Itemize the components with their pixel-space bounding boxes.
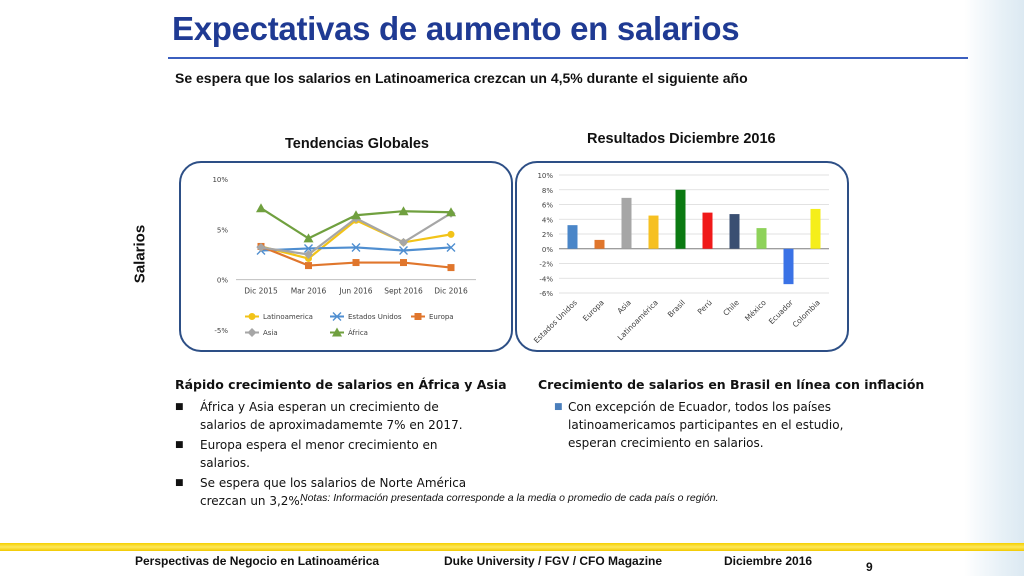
- bar: [621, 197, 632, 249]
- y-tick-label: 10%: [212, 176, 228, 184]
- footer-center-text: Duke University / FGV / CFO Magazine: [444, 554, 663, 568]
- data-point-marker: [304, 250, 313, 259]
- salarios-side-label: Salarios: [131, 224, 149, 284]
- left-bullet-item: ■ África y Asia esperan un crecimiento de…: [174, 398, 484, 434]
- y-tick-label: 4%: [542, 216, 553, 224]
- x-tick-label: Asia: [615, 298, 632, 315]
- footer-date: Diciembre 2016: [724, 554, 813, 568]
- left-section-heading: Rápido crecimiento de salarios en África…: [175, 377, 507, 392]
- square-bullet-icon: ■: [175, 402, 184, 412]
- data-point-marker: [446, 242, 456, 252]
- right-bullet-item: ■ Con excepción de Ecuador, todos los paí…: [542, 398, 887, 452]
- data-point-marker: [446, 207, 456, 217]
- right-section-heading: Crecimiento de salarios en Brasil en lín…: [538, 377, 925, 392]
- footer-divider: [0, 543, 1024, 551]
- x-tick-label: Europa: [581, 298, 606, 323]
- y-tick-label: -5%: [214, 327, 228, 335]
- x-tick-label: Sept 2016: [384, 287, 423, 296]
- slide-side-gradient: [964, 0, 1024, 576]
- data-point-marker: [351, 242, 361, 252]
- data-point-marker: [398, 206, 409, 216]
- x-tick-label: Mar 2016: [291, 287, 327, 296]
- bar: [594, 239, 605, 249]
- bar: [729, 214, 740, 249]
- y-tick-label: 0%: [542, 246, 553, 254]
- right-bullet-list: ■ Con excepción de Ecuador, todos los paí…: [542, 398, 887, 454]
- left-bullet-list: ■ África y Asia esperan un crecimiento de…: [174, 398, 484, 512]
- title-divider: [168, 57, 968, 59]
- bar-chart-title: Resultados Diciembre 2016: [587, 131, 776, 147]
- bullet-text: África y Asia esperan un crecimiento de …: [200, 400, 463, 432]
- page-number: 9: [866, 560, 873, 574]
- legend-marker: [332, 327, 342, 337]
- y-tick-label: 6%: [542, 202, 553, 210]
- y-tick-label: 0%: [217, 277, 228, 285]
- bullet-text: Europa espera el menor crecimiento en sa…: [200, 438, 438, 470]
- x-tick-label: Dic 2016: [434, 287, 468, 296]
- y-tick-label: 10%: [537, 172, 553, 180]
- data-point-marker: [400, 259, 407, 267]
- x-tick-label: Brasil: [666, 298, 687, 319]
- square-bullet-icon: ■: [175, 478, 184, 488]
- y-tick-label: 8%: [542, 187, 553, 195]
- data-point-marker: [305, 262, 312, 270]
- bar: [702, 212, 713, 249]
- x-tick-label: Estados Unidos: [532, 298, 579, 345]
- footer-left-text: Perspectivas de Negocio en Latinoamérica: [135, 554, 380, 568]
- legend-marker: [332, 312, 342, 321]
- line-chart-panel: 10% 5% 0% -5% Dic 2015 Mar 2016 Jun 2016 Sept 2…: [179, 161, 513, 352]
- left-bullet-item: ■ Se espera que los salarios de Norte Amé…: [174, 474, 484, 510]
- data-point-marker: [399, 245, 408, 255]
- data-point-marker: [352, 259, 360, 267]
- data-point-marker: [303, 233, 314, 243]
- x-tick-label: Chile: [721, 298, 741, 318]
- bar: [675, 189, 686, 249]
- legend-marker: [248, 313, 256, 320]
- slide-subtitle: Se espera que los salarios en Latinoamer…: [175, 70, 748, 86]
- y-tick-label: 5%: [217, 226, 228, 234]
- x-tick-label: Dic 2015: [244, 287, 278, 296]
- bar: [756, 228, 767, 249]
- bullet-text: Se espera que los salarios de Norte Amér…: [200, 476, 467, 508]
- data-point-marker: [256, 203, 266, 213]
- legend-label: Europa: [429, 313, 454, 321]
- square-bullet-icon: ■: [175, 440, 184, 450]
- bar: [567, 225, 578, 249]
- legend-label: Estados Unidos: [348, 313, 402, 321]
- bar: [783, 248, 794, 285]
- x-tick-label: Colombia: [791, 298, 822, 329]
- bar: [648, 215, 659, 249]
- legend-label: África: [348, 328, 368, 337]
- data-point-marker: [447, 230, 455, 238]
- legend-marker: [247, 328, 257, 337]
- bullet-text: Con excepción de Ecuador, todos los país…: [568, 400, 844, 450]
- bar-chart-panel: 10% 8% 6% 4% 2% 0% -2% -4% -6% Estados Unidos Euro…: [515, 161, 849, 352]
- x-tick-label: Jun 2016: [338, 287, 372, 296]
- data-point-marker: [447, 264, 455, 272]
- data-point-marker: [256, 242, 266, 252]
- data-point-marker: [399, 237, 408, 247]
- bar: [810, 208, 821, 249]
- left-bullet-item: ■ Europa espera el menor crecimiento en s…: [174, 436, 484, 472]
- line-chart-title: Tendencias Globales: [285, 136, 429, 152]
- legend-label: Latinoamerica: [263, 313, 313, 321]
- slide-title: Expectativas de aumento en salarios: [172, 10, 740, 47]
- x-tick-label: México: [743, 298, 768, 323]
- legend-label: Asia: [263, 329, 278, 337]
- y-tick-label: -2%: [539, 261, 553, 269]
- bar-chart: 10% 8% 6% 4% 2% 0% -2% -4% -6%Estados Unidos Euro…: [532, 172, 829, 345]
- data-point-marker: [351, 210, 361, 220]
- y-tick-label: 2%: [542, 231, 553, 239]
- square-bullet-icon: ■: [554, 402, 563, 412]
- y-tick-label: -4%: [539, 275, 553, 283]
- legend-marker: [414, 313, 422, 320]
- footnote: Notas: Información presentada correspond…: [300, 492, 719, 504]
- y-tick-label: -6%: [539, 290, 553, 298]
- line-chart: 10% 5% 0% -5% Dic 2015 Mar 2016 Jun 2016 Sept 2…: [212, 176, 476, 337]
- x-tick-label: Perú: [696, 298, 714, 316]
